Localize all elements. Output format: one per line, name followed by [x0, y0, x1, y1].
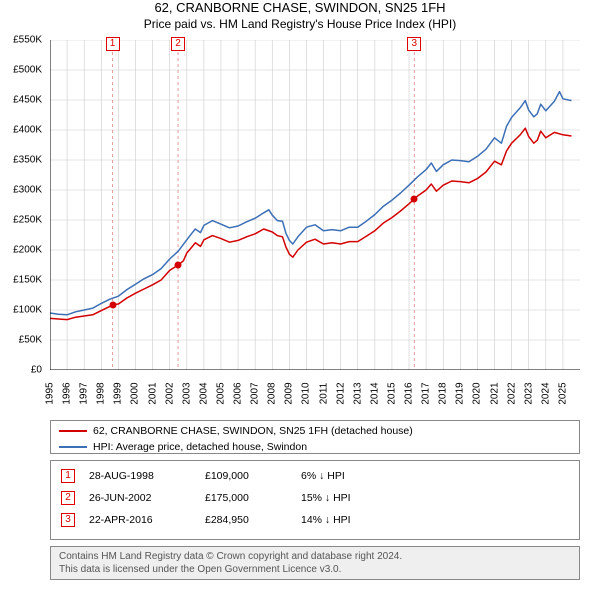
- legend-swatch: [59, 446, 87, 448]
- x-tick-label: 2002: [164, 382, 175, 404]
- x-tick-label: 2001: [147, 382, 158, 404]
- x-tick-label: 1998: [96, 382, 107, 404]
- transaction-row: 1 28-AUG-1998 £109,000 6% ↓ HPI: [61, 465, 569, 487]
- y-tick-label: £350K: [0, 155, 42, 166]
- transaction-price: £284,950: [205, 514, 295, 526]
- plot-svg: [50, 40, 580, 370]
- legend-item: HPI: Average price, detached house, Swin…: [59, 439, 571, 455]
- x-tick-label: 2015: [386, 382, 397, 404]
- transaction-date: 28-AUG-1998: [89, 470, 199, 482]
- x-tick-label: 2020: [472, 382, 483, 404]
- transaction-price: £109,000: [205, 470, 295, 482]
- x-tick-label: 2008: [267, 382, 278, 404]
- legend-swatch: [59, 430, 87, 432]
- transaction-date: 26-JUN-2002: [89, 492, 199, 504]
- transaction-row: 3 22-APR-2016 £284,950 14% ↓ HPI: [61, 509, 569, 531]
- transaction-row: 2 26-JUN-2002 £175,000 15% ↓ HPI: [61, 487, 569, 509]
- transaction-delta: 14% ↓ HPI: [301, 514, 411, 526]
- legend-label: 62, CRANBORNE CHASE, SWINDON, SN25 1FH (…: [93, 425, 413, 437]
- x-tick-label: 1996: [62, 382, 73, 404]
- y-tick-label: £300K: [0, 185, 42, 196]
- chart-subtitle: Price paid vs. HM Land Registry's House …: [0, 17, 600, 31]
- x-tick-label: 2014: [369, 382, 380, 404]
- transaction-date: 22-APR-2016: [89, 514, 199, 526]
- chart-frame: 62, CRANBORNE CHASE, SWINDON, SN25 1FH P…: [0, 0, 600, 590]
- y-tick-label: £400K: [0, 125, 42, 136]
- transaction-delta: 6% ↓ HPI: [301, 470, 411, 482]
- transactions-box: 1 28-AUG-1998 £109,000 6% ↓ HPI 2 26-JUN-2002…: [50, 460, 580, 540]
- transaction-dot-1: [109, 301, 116, 308]
- y-tick-label: £100K: [0, 305, 42, 316]
- x-tick-label: 1995: [45, 382, 56, 404]
- x-tick-label: 2007: [250, 382, 261, 404]
- y-tick-label: £450K: [0, 95, 42, 106]
- x-tick-label: 2018: [438, 382, 449, 404]
- legend-label: HPI: Average price, detached house, Swin…: [93, 441, 307, 453]
- x-tick-label: 2000: [130, 382, 141, 404]
- y-tick-label: £150K: [0, 275, 42, 286]
- x-tick-label: 2012: [335, 382, 346, 404]
- x-tick-label: 2004: [198, 382, 209, 404]
- x-tick-label: 2021: [489, 382, 500, 404]
- y-tick-label: £0: [0, 365, 42, 376]
- series-price_paid: [50, 128, 572, 319]
- y-tick-label: £50K: [0, 335, 42, 346]
- x-tick-label: 2016: [404, 382, 415, 404]
- x-tick-label: 2009: [284, 382, 295, 404]
- footer-box: Contains HM Land Registry data © Crown c…: [50, 546, 580, 580]
- x-tick-label: 2022: [506, 382, 517, 404]
- plot-area: £0£50K£100K£150K£200K£250K£300K£350K£400…: [50, 40, 580, 370]
- x-tick-label: 2011: [318, 383, 329, 405]
- y-tick-label: £550K: [0, 35, 42, 46]
- x-tick-label: 2024: [540, 382, 551, 404]
- transaction-dot-3: [411, 196, 418, 203]
- footer-line-2: This data is licensed under the Open Gov…: [59, 563, 571, 576]
- y-tick-label: £250K: [0, 215, 42, 226]
- legend-item: 62, CRANBORNE CHASE, SWINDON, SN25 1FH (…: [59, 423, 571, 439]
- footer-line-1: Contains HM Land Registry data © Crown c…: [59, 550, 571, 563]
- transaction-price: £175,000: [205, 492, 295, 504]
- transaction-row-id: 1: [61, 469, 75, 483]
- x-tick-label: 2006: [233, 382, 244, 404]
- transaction-dot-2: [175, 262, 182, 269]
- x-tick-label: 2025: [557, 382, 568, 404]
- chart-title: 62, CRANBORNE CHASE, SWINDON, SN25 1FH: [0, 0, 600, 15]
- y-tick-label: £500K: [0, 65, 42, 76]
- legend-box: 62, CRANBORNE CHASE, SWINDON, SN25 1FH (…: [50, 420, 580, 454]
- transaction-row-id: 3: [61, 513, 75, 527]
- series-hpi: [50, 92, 572, 315]
- transaction-row-id: 2: [61, 491, 75, 505]
- x-tick-label: 2003: [181, 382, 192, 404]
- transaction-marker-2: 2: [171, 37, 185, 51]
- transaction-delta: 15% ↓ HPI: [301, 492, 411, 504]
- x-tick-label: 1997: [79, 382, 90, 404]
- x-tick-label: 2005: [215, 382, 226, 404]
- x-tick-label: 2023: [523, 382, 534, 404]
- x-tick-label: 1999: [113, 382, 124, 404]
- x-tick-label: 2017: [421, 382, 432, 404]
- x-tick-label: 2013: [352, 382, 363, 404]
- y-tick-label: £200K: [0, 245, 42, 256]
- x-tick-label: 2010: [301, 382, 312, 404]
- transaction-marker-1: 1: [106, 37, 120, 51]
- transaction-marker-3: 3: [407, 37, 421, 51]
- x-tick-label: 2019: [455, 382, 466, 404]
